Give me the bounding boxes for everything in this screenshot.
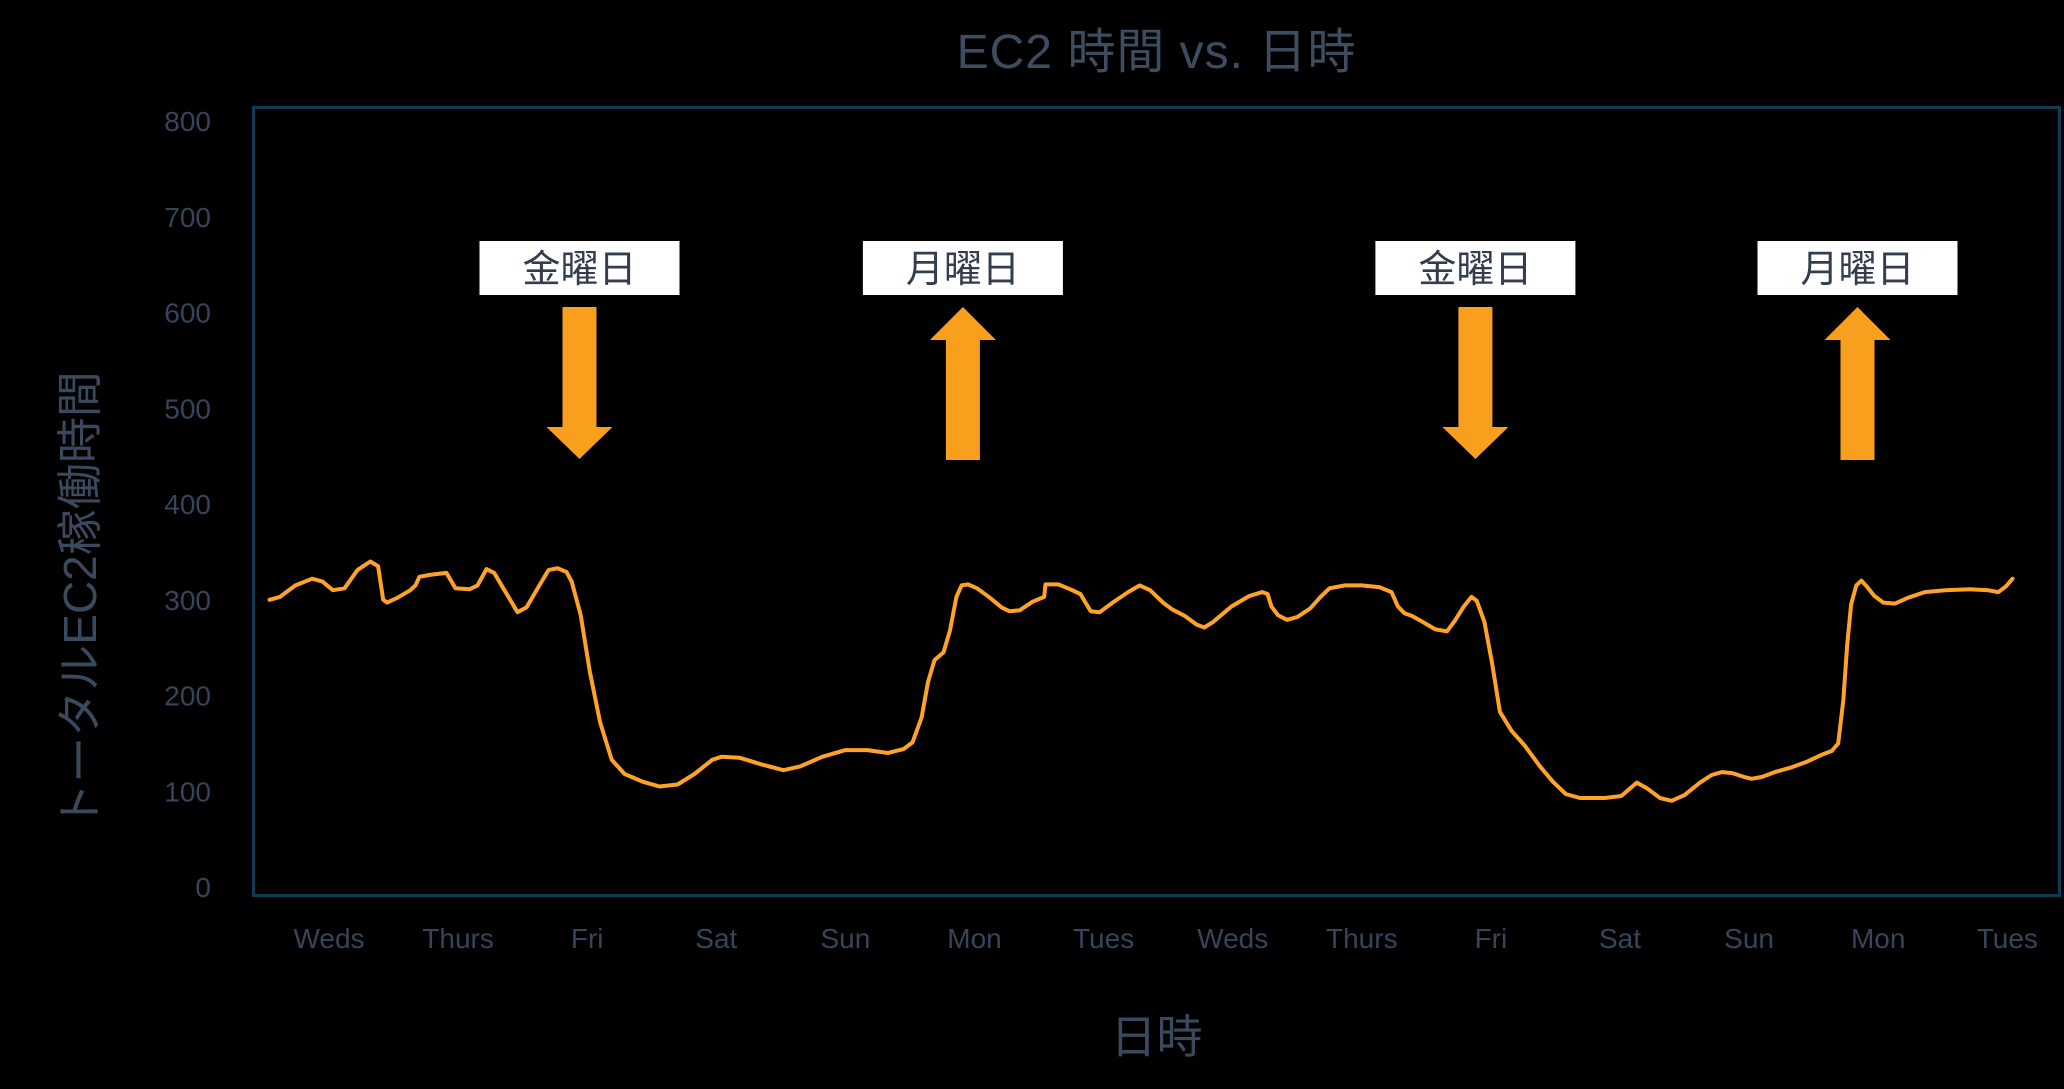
chart-title: EC2 時間 vs. 日時: [956, 26, 1357, 79]
arrow-down-icon: [546, 307, 613, 459]
annotation-up: 月曜日: [1757, 241, 1958, 460]
arrow-up-icon: [1824, 307, 1891, 460]
x-tick-label: Fri: [1475, 923, 1508, 954]
x-axis-title: 日時: [1110, 1011, 1203, 1063]
annotation-label: 月曜日: [1800, 249, 1914, 291]
annotation-up: 月曜日: [862, 241, 1063, 460]
arrow-up-icon: [929, 307, 996, 460]
x-tick-label: Sun: [1724, 923, 1774, 954]
x-tick-label: Weds: [1197, 923, 1268, 954]
x-tick-label: Mon: [947, 923, 1001, 954]
x-tick-label: Thurs: [1326, 923, 1398, 954]
annotation-label-box: [862, 241, 1063, 295]
x-tick-label: Tues: [1977, 923, 2038, 954]
x-tick-label: Sat: [1599, 923, 1641, 954]
annotation-label: 月曜日: [906, 249, 1020, 291]
annotation-down: 金曜日: [479, 241, 680, 459]
annotation-label-box: [1375, 241, 1576, 295]
annotations-layer: 金曜日 月曜日 金曜日 月曜日: [479, 241, 1958, 460]
y-tick-label: 300: [164, 585, 211, 616]
annotation-label: 金曜日: [1418, 249, 1532, 291]
y-tick-label: 700: [164, 202, 211, 233]
x-tick-label: Sat: [695, 923, 737, 954]
ec2-hours-line: [267, 559, 2015, 803]
annotation-label-box: [1757, 241, 1958, 295]
arrow-down-icon: [1442, 307, 1509, 459]
x-tick-label: Weds: [293, 923, 364, 954]
x-tick-label: Fri: [571, 923, 604, 954]
y-tick-label: 600: [164, 298, 211, 329]
y-tick-label: 400: [164, 489, 211, 520]
y-tick-label: 100: [164, 776, 211, 807]
annotation-label-box: [479, 241, 680, 295]
y-tick-label: 200: [164, 681, 211, 712]
x-tick-label: Sun: [820, 923, 870, 954]
plot-border: [252, 106, 2061, 897]
annotation-down: 金曜日: [1375, 241, 1576, 459]
x-tick-label: Tues: [1073, 923, 1134, 954]
annotation-label: 金曜日: [522, 249, 636, 291]
x-tick-label: Thurs: [422, 923, 494, 954]
y-axis-tick-labels: 0 100 200 300 400 500 600 700 800: [164, 106, 211, 903]
x-axis-tick-labels: Weds Thurs Fri Sat Sun Mon Tues Weds Thurs Fri Sat…: [293, 923, 2037, 954]
x-tick-label: Mon: [1851, 923, 1905, 954]
y-tick-label: 0: [195, 872, 211, 903]
y-tick-label: 500: [164, 393, 211, 424]
y-tick-label: 800: [164, 106, 211, 137]
